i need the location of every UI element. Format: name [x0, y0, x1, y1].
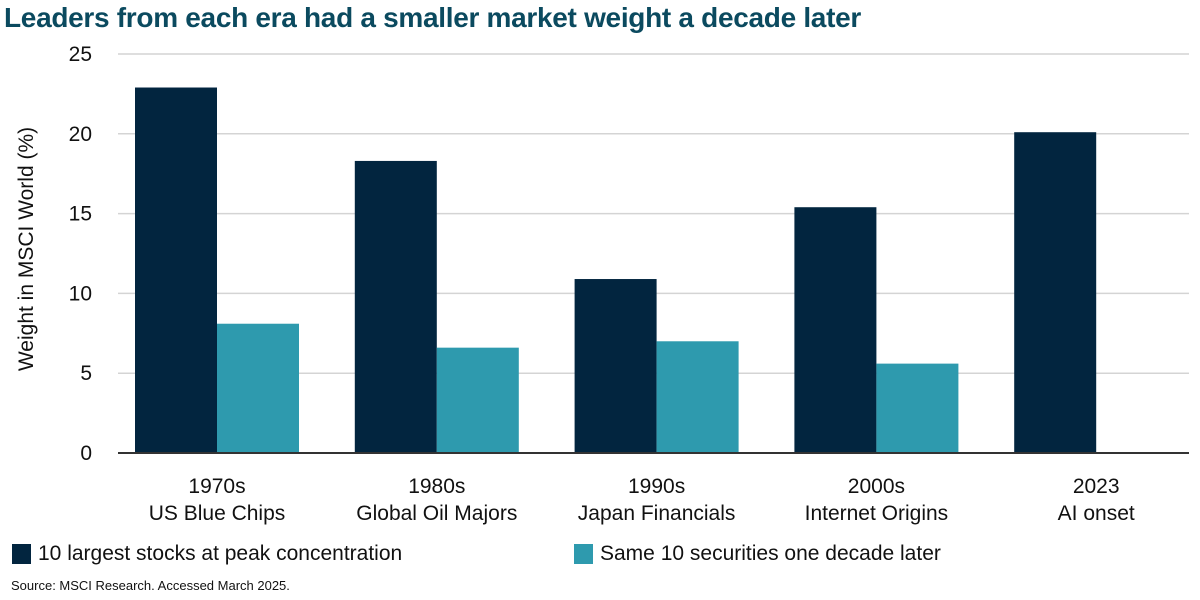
legend-swatch-decade-later — [574, 544, 593, 564]
bar-decade-later-0 — [217, 323, 299, 453]
x-category-era-label: 2000s — [848, 475, 905, 498]
bar-peak-4 — [1014, 132, 1097, 454]
x-category-theme-label: AI onset — [1058, 502, 1135, 525]
y-tick-label: 15 — [69, 203, 92, 226]
y-tick-label: 0 — [80, 442, 92, 465]
bar-peak-0 — [135, 87, 217, 454]
bar-peak-3 — [794, 207, 877, 453]
legend-label-decade-later: Same 10 securities one decade later — [600, 542, 941, 565]
legend-item-decade-later: Same 10 securities one decade later — [574, 542, 941, 566]
chart-title: Leaders from each era had a smaller mark… — [4, 2, 861, 33]
x-category-theme-label: Internet Origins — [805, 502, 949, 525]
y-tick-label: 5 — [80, 362, 92, 385]
bars — [135, 87, 1097, 454]
y-tick-label: 20 — [69, 123, 92, 146]
legend-item-peak: 10 largest stocks at peak concentration — [12, 542, 402, 566]
x-category-theme-label: US Blue Chips — [149, 502, 286, 525]
x-category-theme-label: Japan Financials — [578, 502, 736, 525]
x-category-era-label: 1980s — [408, 475, 465, 498]
x-axis-category-labels: 1970s US Blue Chips 1980s Global Oil Majors… — [149, 475, 1135, 525]
x-category-theme-label: Global Oil Majors — [356, 502, 517, 525]
bar-peak-1 — [354, 160, 437, 453]
legend: 10 largest stocks at peak concentration … — [12, 542, 1192, 570]
x-category-era-label: 2023 — [1073, 475, 1120, 498]
y-axis-title: Weight in MSCI World (%) — [15, 127, 38, 371]
bar-decade-later-3 — [876, 363, 959, 453]
bar-decade-later-1 — [436, 347, 519, 453]
y-tick-label: 10 — [69, 282, 92, 305]
x-category-era-label: 1970s — [188, 475, 245, 498]
legend-swatch-peak — [12, 544, 31, 564]
bar-peak-2 — [574, 279, 657, 453]
bar-decade-later-2 — [656, 341, 739, 453]
source-note: Source: MSCI Research. Accessed March 20… — [11, 578, 290, 593]
x-category-era-label: 1990s — [628, 475, 685, 498]
y-tick-label: 25 — [69, 43, 92, 66]
y-axis-ticks: 0 5 10 15 20 25 — [69, 43, 92, 465]
legend-label-peak: 10 largest stocks at peak concentration — [38, 542, 403, 565]
